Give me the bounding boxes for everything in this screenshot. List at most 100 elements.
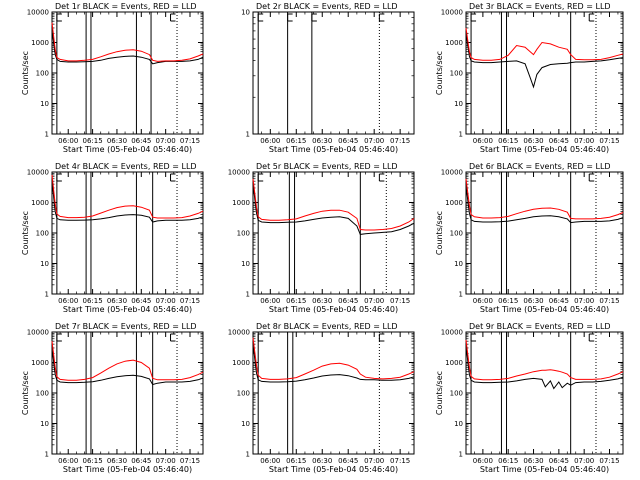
axes-frame	[252, 171, 415, 295]
y-tick-label: 10000	[27, 9, 49, 17]
y-tick-label: 100	[450, 70, 463, 78]
x-tick-label: 06:15	[498, 457, 518, 465]
y-tick-label: 10	[40, 100, 49, 108]
axes-frame	[465, 331, 624, 455]
x-axis-label: Start Time (05-Feb-04 05:46:40)	[63, 465, 192, 474]
y-tick-label: 1000	[31, 199, 49, 207]
x-tick-label: 07:15	[390, 137, 410, 145]
series-events	[465, 185, 624, 224]
flag-mark	[56, 333, 62, 342]
x-tick-label: 07:00	[364, 297, 384, 305]
x-axis-label: Start Time (05-Feb-04 05:46:40)	[63, 305, 192, 314]
x-tick-label: 06:00	[473, 457, 493, 465]
x-tick-label: 07:00	[364, 457, 384, 465]
series-lld	[465, 178, 624, 220]
x-tick-label: 06:45	[549, 137, 569, 145]
y-tick-label: 10	[454, 100, 463, 108]
y-tick-label: 100	[36, 230, 49, 238]
x-tick-label: 06:00	[473, 297, 493, 305]
x-tick-label: 06:00	[260, 297, 280, 305]
x-axis-label: Start Time (05-Feb-04 05:46:40)	[480, 465, 609, 474]
x-tick-label: 06:15	[498, 297, 518, 305]
x-axis-label: Start Time (05-Feb-04 05:46:40)	[480, 305, 609, 314]
x-tick-label: 06:45	[131, 457, 151, 465]
y-tick-label: 10000	[441, 9, 463, 17]
series-lld	[51, 341, 204, 381]
flag-mark	[56, 13, 62, 22]
y-tick-label: 10	[241, 420, 250, 428]
x-tick-label: 07:15	[599, 457, 619, 465]
panel-title: Det 4r BLACK = Events, RED = LLD	[55, 162, 197, 171]
flag-mark	[378, 333, 385, 342]
x-tick-label: 07:15	[599, 137, 619, 145]
flag-mark	[470, 13, 477, 22]
x-axis-label: Start Time (05-Feb-04 05:46:40)	[269, 305, 398, 314]
x-tick-label: 06:30	[107, 297, 127, 305]
y-tick-label: 1	[246, 291, 250, 299]
panel-det-8: Det 8r BLACK = Events, RED = LLD 1 10 100 10…	[228, 322, 415, 474]
series-events	[51, 30, 204, 65]
x-tick-label: 07:00	[156, 137, 176, 145]
x-tick-label: 06:45	[338, 457, 358, 465]
axes-frame	[252, 331, 415, 455]
x-tick-label: 07:15	[180, 137, 200, 145]
y-tick-label: 1	[246, 131, 250, 139]
x-tick-label: 07:00	[574, 457, 594, 465]
y-tick-label: 1000	[232, 359, 250, 367]
x-tick-label: 07:15	[180, 457, 200, 465]
y-tick-label: 10000	[27, 169, 49, 177]
y-tick-label: 10000	[228, 169, 250, 177]
series-events	[51, 347, 204, 386]
x-axis-label: Start Time (05-Feb-04 05:46:40)	[269, 145, 398, 154]
flag-mark	[257, 13, 264, 22]
y-axis-label: Counts/sec	[21, 51, 30, 95]
x-tick-label: 06:45	[549, 457, 569, 465]
y-tick-label: 10	[454, 260, 463, 268]
y-axis-label: Counts/sec	[435, 211, 444, 255]
axes-frame	[465, 171, 624, 295]
panel-det-4: Det 4r BLACK = Events, RED = LLD 1 10 100 10…	[21, 162, 204, 314]
x-tick-label: 07:00	[574, 137, 594, 145]
series-events	[252, 184, 415, 235]
axes-frame	[252, 11, 415, 135]
y-tick-label: 10	[241, 9, 250, 17]
series-lld	[465, 27, 624, 61]
x-tick-label: 06:00	[58, 297, 78, 305]
flag-mark	[470, 333, 477, 342]
y-tick-label: 10	[40, 260, 49, 268]
x-tick-label: 06:30	[523, 457, 543, 465]
y-tick-label: 10	[40, 420, 49, 428]
x-tick-label: 07:00	[574, 297, 594, 305]
flag-mark	[588, 13, 595, 22]
x-tick-label: 06:30	[312, 137, 332, 145]
y-tick-label: 1	[45, 451, 49, 459]
panel-title: Det 9r BLACK = Events, RED = LLD	[469, 322, 611, 331]
y-tick-label: 100	[36, 390, 49, 398]
series-events	[51, 181, 204, 223]
panel-title: Det 5r BLACK = Events, RED = LLD	[256, 162, 398, 171]
series-lld	[51, 22, 204, 62]
y-tick-label: 100	[450, 230, 463, 238]
series-events	[465, 345, 624, 390]
x-tick-label: 06:30	[312, 457, 332, 465]
y-tick-label: 1000	[445, 39, 463, 47]
x-tick-label: 06:45	[338, 297, 358, 305]
y-tick-label: 1	[45, 291, 49, 299]
y-tick-label: 1	[246, 451, 250, 459]
y-tick-label: 100	[450, 390, 463, 398]
y-tick-label: 100	[36, 70, 49, 78]
flag-mark	[56, 173, 62, 182]
x-tick-label: 06:00	[260, 137, 280, 145]
y-axis-label: Counts/sec	[21, 211, 30, 255]
y-tick-label: 1000	[445, 359, 463, 367]
axes-frame	[465, 11, 624, 135]
series-lld	[465, 339, 624, 381]
y-tick-label: 10000	[228, 329, 250, 337]
x-tick-label: 06:30	[523, 297, 543, 305]
y-axis-label: Counts/sec	[435, 371, 444, 415]
panel-det-5: Det 5r BLACK = Events, RED = LLD 1 10 100 10…	[228, 162, 415, 314]
x-tick-label: 06:45	[131, 137, 151, 145]
panel-title: Det 2r BLACK = Events, RED = LLD	[256, 2, 398, 11]
x-tick-label: 06:15	[498, 137, 518, 145]
x-tick-label: 07:15	[180, 297, 200, 305]
